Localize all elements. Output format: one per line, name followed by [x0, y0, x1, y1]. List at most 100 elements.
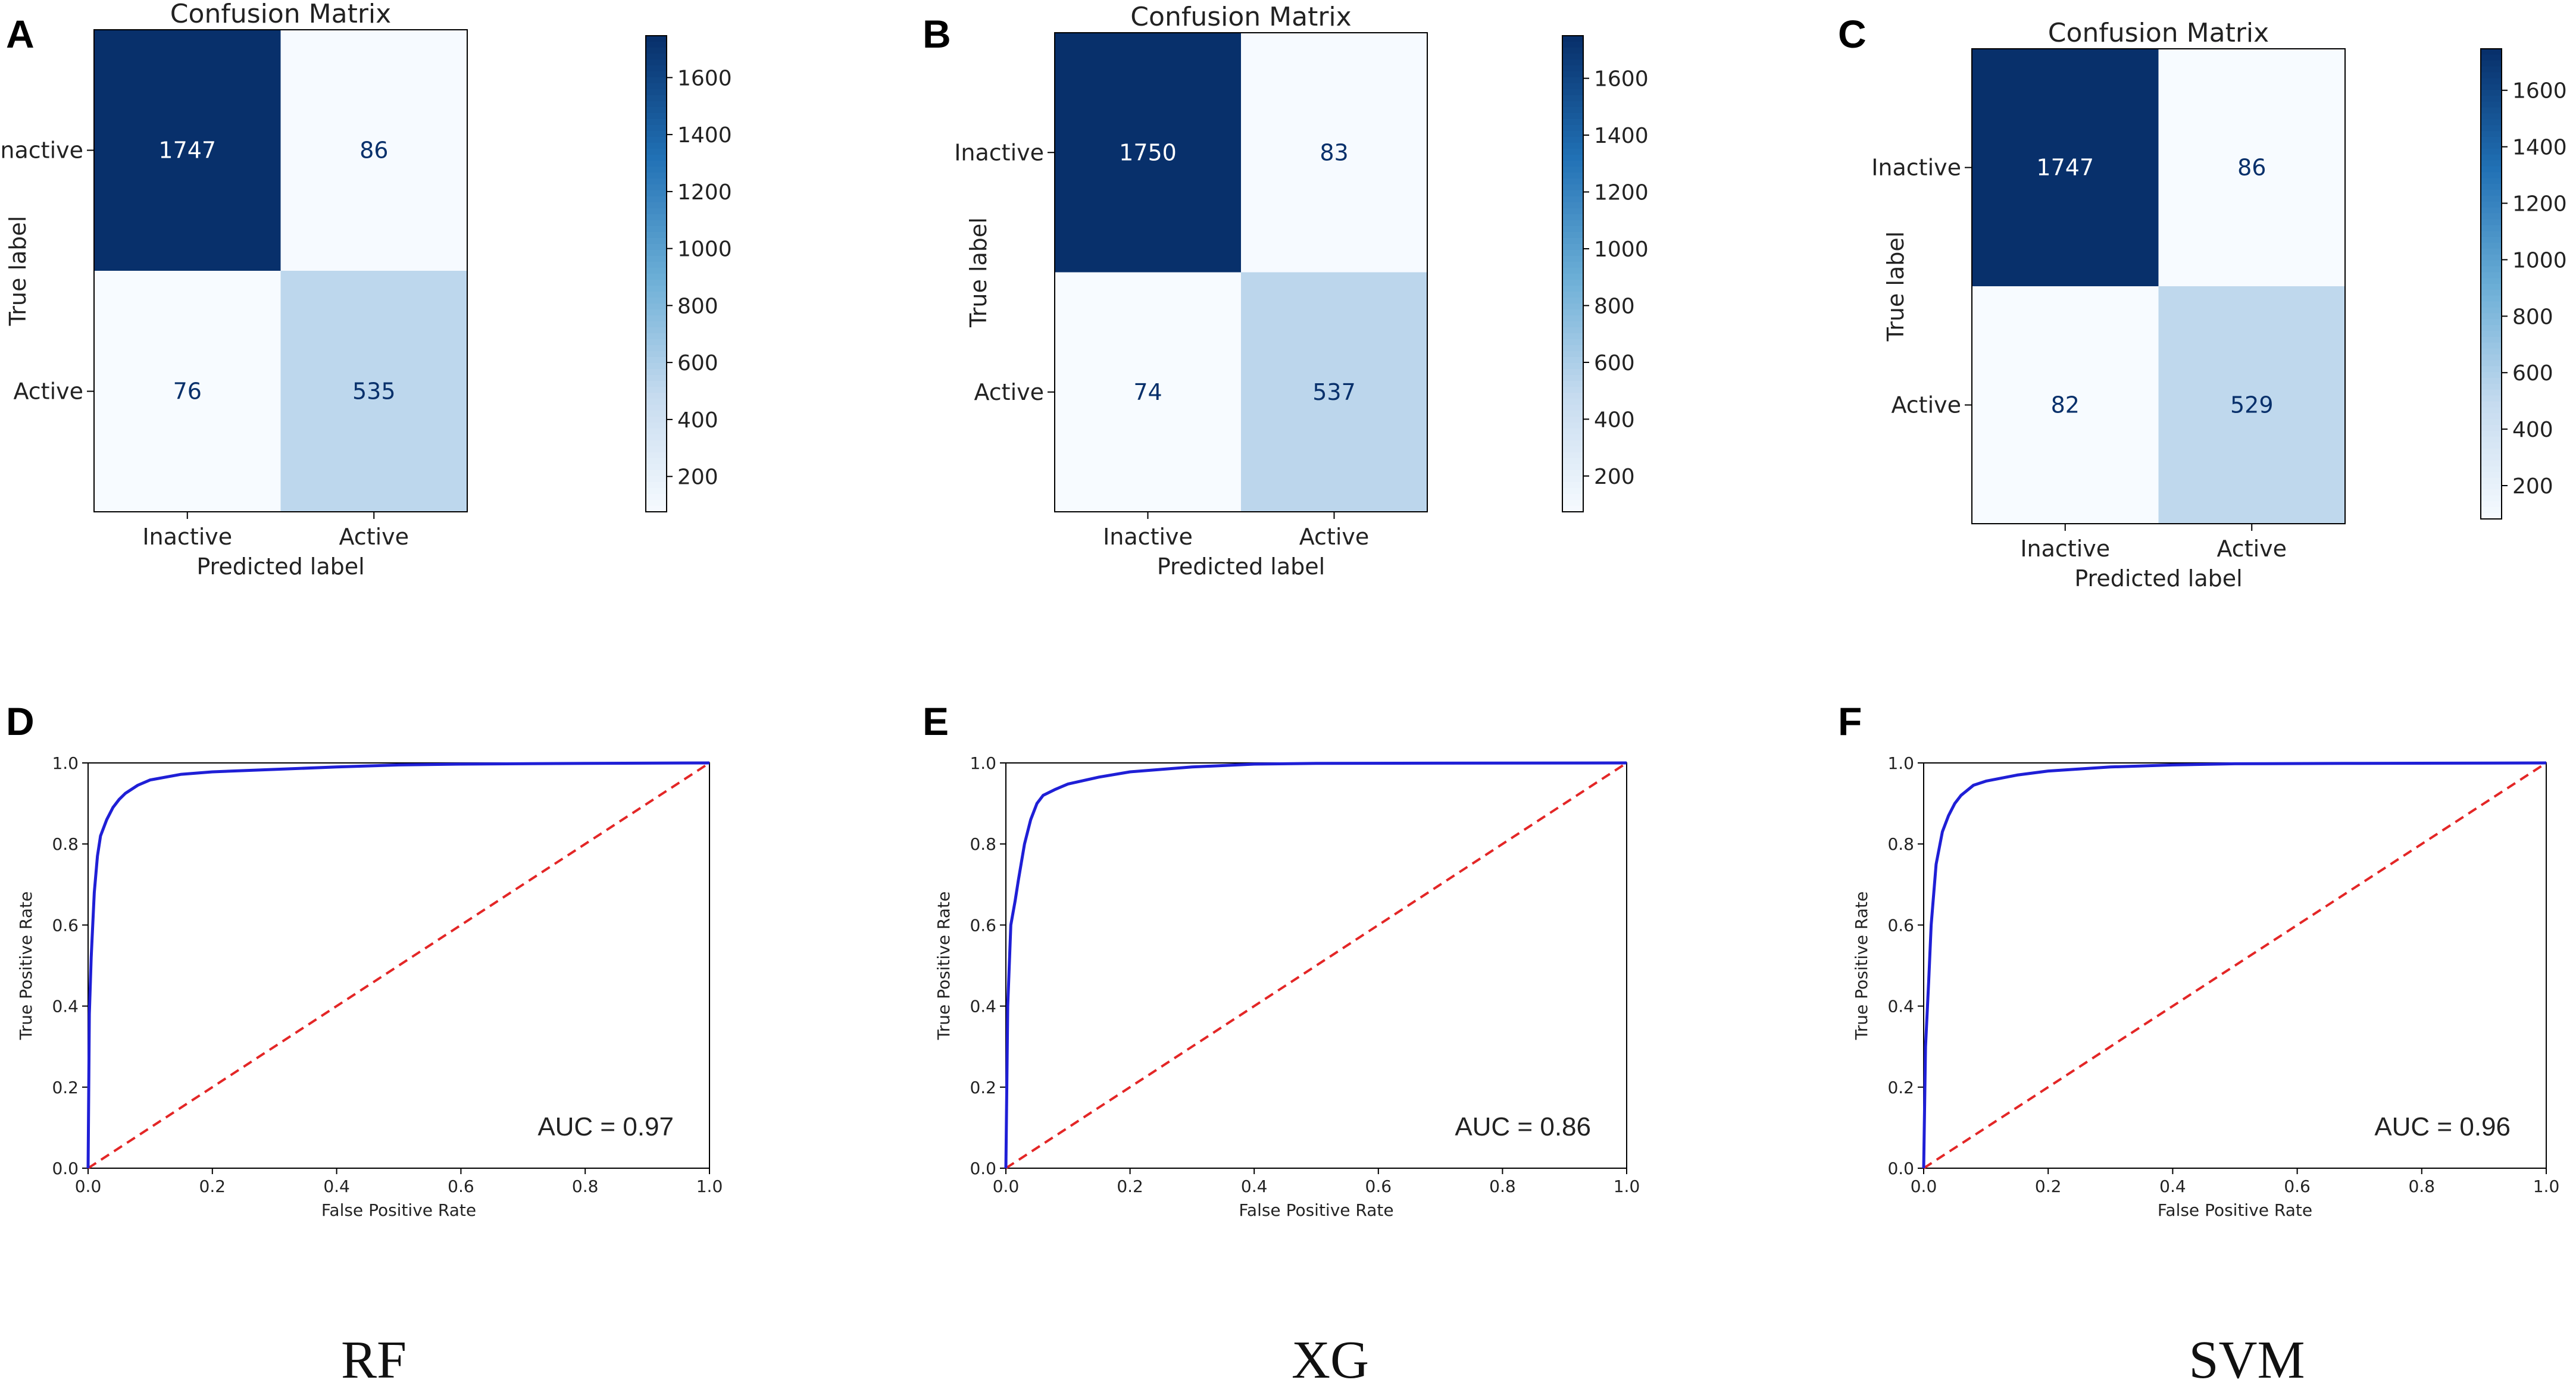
colorbar-band	[1562, 434, 1583, 441]
colorbar-band	[2481, 96, 2502, 102]
colorbar-band	[2481, 254, 2502, 261]
colorbar-band	[2481, 101, 2502, 108]
colorbar-band	[646, 339, 667, 346]
colorbar-band	[646, 143, 667, 149]
matrix-cell	[94, 30, 281, 271]
colorbar-band	[2481, 348, 2502, 355]
colorbar-band	[1562, 411, 1583, 417]
colorbar-band	[646, 208, 667, 215]
colorbar-band	[646, 167, 667, 173]
y-axis-label: True Positive Rate	[934, 891, 954, 1040]
colorbar-band	[2481, 501, 2502, 508]
colorbar-band	[2481, 460, 2502, 467]
colorbar-band	[646, 149, 667, 155]
colorbar-band	[2481, 160, 2502, 167]
cell-value: 86	[2237, 155, 2266, 181]
colorbar-band	[646, 268, 667, 274]
y-tick-label: 0.6	[1887, 915, 1914, 935]
colorbar-band	[1562, 95, 1583, 102]
x-tick-label: 0.6	[2284, 1177, 2311, 1196]
colorbar-band	[1562, 54, 1583, 60]
colorbar-band	[2481, 419, 2502, 426]
colorbar-band	[2481, 507, 2502, 514]
matrix-cell	[1972, 286, 2159, 524]
cell-value: 537	[1312, 379, 1356, 405]
colorbar-band	[1562, 184, 1583, 191]
colorbar-tick-label: 1600	[1594, 67, 1649, 92]
colorbar-band	[1562, 286, 1583, 292]
x-tick-label: Inactive	[2020, 536, 2110, 562]
y-tick-label: 0.0	[52, 1159, 79, 1178]
colorbar-band	[2481, 190, 2502, 196]
colorbar-band	[1562, 149, 1583, 155]
colorbar-band	[1562, 101, 1583, 108]
colorbar-band	[1562, 387, 1583, 393]
colorbar-band	[1562, 488, 1583, 495]
colorbar-band	[1562, 250, 1583, 256]
y-tick-label: 0.4	[1887, 997, 1914, 1016]
colorbar-band	[2481, 178, 2502, 185]
panel-letter: B	[923, 12, 951, 56]
matrix-cell	[1055, 33, 1241, 273]
colorbar-band	[1562, 428, 1583, 435]
model-name-label: SVM	[2189, 1331, 2305, 1386]
colorbar-band	[646, 244, 667, 251]
colorbar-band	[646, 131, 667, 137]
colorbar-tick-label: 600	[2512, 361, 2553, 386]
colorbar-tick-label: 1600	[2512, 79, 2567, 104]
colorbar-band	[2481, 284, 2502, 290]
colorbar-band	[646, 298, 667, 304]
colorbar-band	[2481, 78, 2502, 85]
colorbar-band	[2481, 272, 2502, 279]
colorbar-band	[646, 333, 667, 340]
y-tick-label: Inactive	[1871, 155, 1961, 181]
colorbar-frame	[1562, 35, 1584, 512]
colorbar-band	[646, 428, 667, 435]
matrix-cell	[94, 271, 281, 512]
y-tick-label: 0.4	[970, 997, 996, 1016]
colorbar-band	[646, 250, 667, 256]
x-tick-label: 0.4	[323, 1177, 350, 1196]
colorbar-band	[1562, 304, 1583, 310]
colorbar-band	[2481, 295, 2502, 302]
colorbar-tick-label: 400	[677, 408, 718, 433]
colorbar-band	[2481, 483, 2502, 490]
colorbar-band	[1562, 262, 1583, 268]
colorbar-band	[2481, 113, 2502, 120]
colorbar-band	[646, 262, 667, 268]
x-axis-label: Predicted label	[196, 553, 364, 580]
colorbar-band	[1562, 244, 1583, 251]
chart-title: Confusion Matrix	[1130, 2, 1351, 32]
colorbar-band	[2481, 219, 2502, 226]
colorbar-band	[1562, 363, 1583, 370]
colorbar-band	[1562, 381, 1583, 387]
colorbar-band	[646, 399, 667, 405]
matrix-frame	[93, 29, 468, 512]
colorbar-band	[646, 464, 667, 471]
roc-curve-line	[1004, 761, 1627, 1169]
colorbar-band	[2481, 266, 2502, 273]
colorbar-band	[1562, 452, 1583, 459]
x-axis-label: Predicted label	[1157, 553, 1325, 580]
colorbar-band	[2481, 242, 2502, 249]
colorbar-band	[1562, 369, 1583, 376]
colorbar-band	[1562, 351, 1583, 358]
colorbar-band	[1562, 60, 1583, 66]
colorbar-band	[2481, 331, 2502, 337]
colorbar-band	[646, 83, 667, 90]
y-tick-label: Inactive	[0, 137, 83, 164]
colorbar-band	[646, 173, 667, 179]
y-tick-label: 0.6	[970, 915, 996, 935]
colorbar-band	[646, 452, 667, 459]
colorbar-band	[1562, 417, 1583, 423]
colorbar-band	[1562, 220, 1583, 227]
roc-curve-line	[86, 761, 710, 1169]
colorbar-band	[2481, 90, 2502, 96]
colorbar-band	[1562, 173, 1583, 179]
colorbar-band	[2481, 60, 2502, 67]
x-axis-label: Predicted label	[2074, 565, 2242, 592]
colorbar-band	[646, 500, 667, 506]
colorbar-band	[1562, 280, 1583, 286]
colorbar-band	[1562, 36, 1583, 42]
colorbar-band	[646, 60, 667, 66]
